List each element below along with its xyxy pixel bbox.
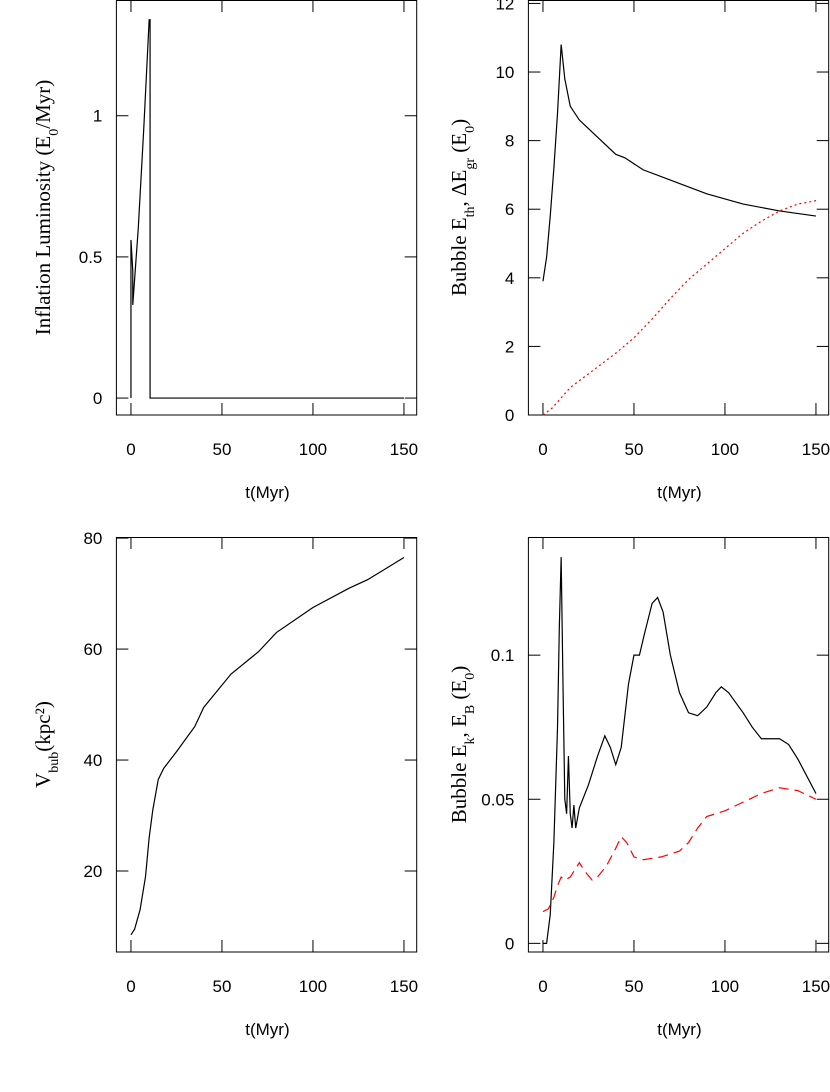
y-tick-label: 20 <box>83 862 102 881</box>
x-axis-label: t(Myr) <box>657 1020 701 1039</box>
x-axis-label: t(Myr) <box>657 483 701 502</box>
y-axis-label: Bubble Eth, ΔEgr (E0) <box>447 119 478 296</box>
x-tick-label: 100 <box>299 977 327 996</box>
x-tick-label: 0 <box>538 977 547 996</box>
x-tick-label: 100 <box>711 440 739 459</box>
plot-frame <box>115 537 418 953</box>
x-tick-label: 150 <box>802 977 830 996</box>
data-line <box>542 200 817 416</box>
y-label-part: Bubble E <box>447 217 471 296</box>
data-line <box>542 44 817 282</box>
y-label-part: , ΔE <box>447 170 471 207</box>
x-tick-label: 150 <box>390 977 418 996</box>
data-line <box>542 787 817 913</box>
x-tick-label: 50 <box>212 977 231 996</box>
y-tick-label: 0 <box>93 389 102 408</box>
y-label-subscript: bub <box>47 752 62 773</box>
y-label-subscript: 0 <box>463 673 478 680</box>
y-label-subscript: 0 <box>463 126 478 133</box>
y-label-part: Inflation Luminosity (E <box>31 136 55 335</box>
y-axis-label: Vbub(kpc²) <box>31 701 62 788</box>
x-tick-label: 150 <box>390 440 418 459</box>
panel: 0 50 100 150 0 2 4 6 8 10 12 t(Myr) Bubble Eth, ΔEgr… <box>447 0 830 502</box>
y-tick-label: 60 <box>83 640 102 659</box>
panel: 0 50 100 150 0 0.5 1 t(Myr) Inflation Luminosity… <box>31 0 418 502</box>
data-line <box>130 19 404 399</box>
y-tick-label: 0.1 <box>491 646 515 665</box>
plot-frame <box>527 537 830 953</box>
x-tick-label: 0 <box>126 440 135 459</box>
y-tick-label: 0 <box>505 406 514 425</box>
y-label-part: V <box>31 773 55 788</box>
x-tick-label: 50 <box>212 440 231 459</box>
y-label-part: (E <box>447 680 471 705</box>
y-label-part: ) <box>447 119 471 126</box>
plot-frame <box>115 0 418 416</box>
y-label-subscript: 0 <box>47 129 62 136</box>
y-label-subscript: th <box>463 206 478 217</box>
y-label-part: (E <box>447 133 471 158</box>
data-line <box>130 557 405 936</box>
x-tick-label: 100 <box>711 977 739 996</box>
y-tick-label: 4 <box>505 269 514 288</box>
y-tick-label: 12 <box>495 0 514 13</box>
y-label-part: Bubble E <box>447 745 471 824</box>
y-label-part: ) <box>447 666 471 673</box>
x-tick-label: 0 <box>538 440 547 459</box>
y-tick-label: 6 <box>505 200 514 219</box>
y-tick-label: 40 <box>83 751 102 770</box>
y-label-subscript: B <box>463 705 478 714</box>
y-tick-label: 10 <box>495 63 514 82</box>
y-tick-label: 8 <box>505 132 514 151</box>
x-tick-label: 150 <box>802 440 830 459</box>
y-label-subscript: k <box>463 738 478 745</box>
x-tick-label: 100 <box>299 440 327 459</box>
x-tick-label: 50 <box>624 440 643 459</box>
y-axis-label: Bubble Ek, EB (E0) <box>447 666 478 824</box>
x-tick-label: 0 <box>126 977 135 996</box>
y-label-part: (kpc²) <box>31 701 55 752</box>
y-tick-label: 0.5 <box>79 248 103 267</box>
y-axis-label: Inflation Luminosity (E0/Myr) <box>31 80 62 335</box>
plot-frame <box>527 0 830 416</box>
panel: 0 50 100 150 20 40 60 80 t(Myr) Vbub(kpc²) <box>31 529 418 1039</box>
data-line <box>542 557 817 944</box>
y-tick-label: 1 <box>93 107 102 126</box>
y-label-part: , E <box>447 714 471 737</box>
y-label-subscript: gr <box>463 158 478 170</box>
y-tick-label: 2 <box>505 337 514 356</box>
x-axis-label: t(Myr) <box>245 483 289 502</box>
y-label-part: /Myr) <box>31 80 55 129</box>
x-tick-label: 50 <box>624 977 643 996</box>
x-axis-label: t(Myr) <box>245 1020 289 1039</box>
y-tick-label: 80 <box>83 529 102 548</box>
y-tick-label: 0.05 <box>481 790 514 809</box>
y-tick-label: 0 <box>505 934 514 953</box>
